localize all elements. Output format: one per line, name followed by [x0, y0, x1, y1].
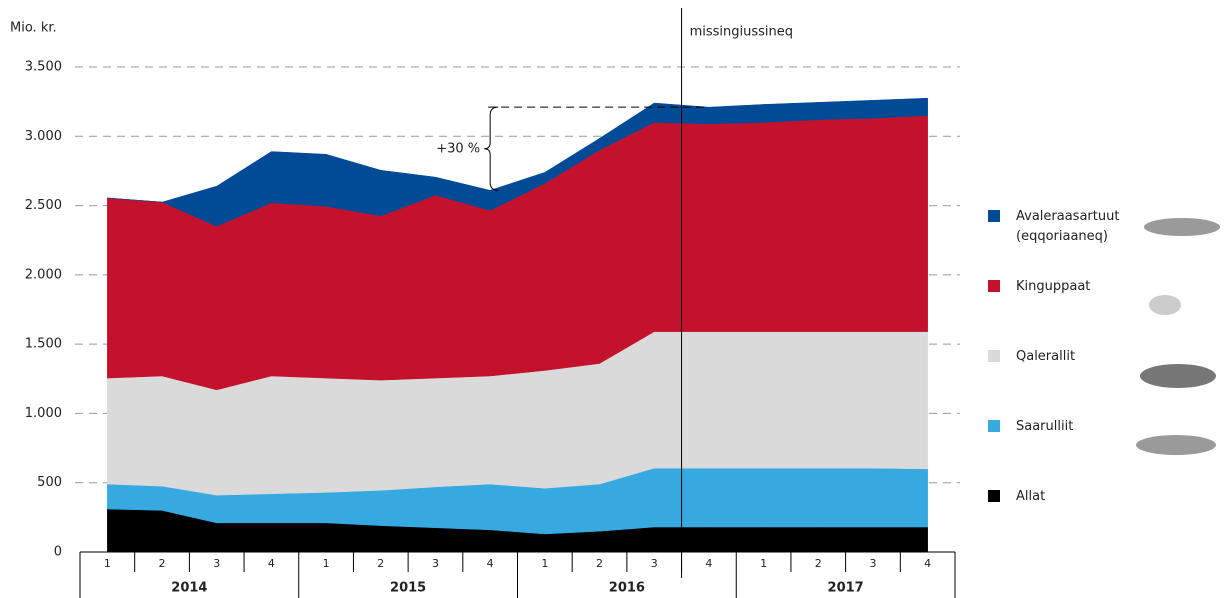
x-tick-label: 4 [268, 557, 275, 570]
legend-label-line: Kinguppaat [1016, 279, 1090, 294]
y-tick-label: 1.500 [25, 337, 62, 352]
fish-icons [1136, 218, 1220, 455]
legend-label: Allat [1016, 489, 1045, 504]
y-tick-label: 2.000 [25, 267, 62, 282]
x-tick-label: 3 [651, 557, 658, 570]
legend-swatch [988, 350, 1000, 362]
y-tick-label: 0 [54, 545, 62, 560]
legend-swatch [988, 490, 1000, 502]
area [107, 97, 928, 227]
y-tick-label: 3.000 [25, 129, 62, 144]
x-tick-label: 1 [104, 557, 111, 570]
year-label: 2016 [609, 581, 645, 596]
x-tick-label: 3 [432, 557, 439, 570]
legend-swatch [988, 280, 1000, 292]
annotation: +30 % [436, 141, 480, 156]
x-tick-label: 4 [487, 557, 494, 570]
x-tick-label: 1 [541, 557, 548, 570]
flatfish-icon [1140, 364, 1216, 388]
legend-label: Avaleraasartuut (eqqoriaaneq) [1016, 209, 1119, 244]
legend-swatch [988, 210, 1000, 222]
x-tick-label: 4 [705, 557, 712, 570]
legend-label-line: Saarulliit [1016, 419, 1073, 434]
y-tick-label: 1.000 [25, 406, 62, 421]
x-tick-label: 2 [596, 557, 603, 570]
forecast-label: missingiussineq [690, 25, 793, 40]
legend-label-line: Allat [1016, 489, 1045, 504]
x-tick-label: 2 [815, 557, 822, 570]
x-tick-label: 1 [760, 557, 767, 570]
legend-label-line: Avaleraasartuut [1016, 209, 1119, 224]
legend-label-line: (eqqoriaaneq) [1016, 229, 1108, 244]
legend-label: Saarulliit [1016, 419, 1073, 434]
brace [484, 106, 499, 191]
fish-icon [1144, 218, 1220, 236]
y-tick-label: 2.500 [25, 198, 62, 213]
y-tick-label: 3.500 [25, 60, 62, 75]
cod-icon [1136, 435, 1216, 455]
x-tick-label: 3 [869, 557, 876, 570]
year-label: 2017 [828, 581, 864, 596]
y-tick-label: 500 [37, 475, 62, 490]
x-tick-label: 1 [323, 557, 330, 570]
legend-label: Kinguppaat [1016, 279, 1090, 294]
legend-swatch [988, 420, 1000, 432]
x-tick-label: 4 [924, 557, 931, 570]
year-label: 2014 [171, 581, 207, 596]
legend-label-line: Qalerallit [1016, 349, 1075, 364]
y-axis-label: Mio. kr. [10, 21, 57, 36]
x-tick-label: 2 [377, 557, 384, 570]
year-label: 2015 [390, 581, 426, 596]
shrimp-icon [1149, 295, 1181, 315]
x-tick-label: 2 [159, 557, 166, 570]
legend-label: Qalerallit [1016, 349, 1075, 364]
x-tick-label: 3 [213, 557, 220, 570]
